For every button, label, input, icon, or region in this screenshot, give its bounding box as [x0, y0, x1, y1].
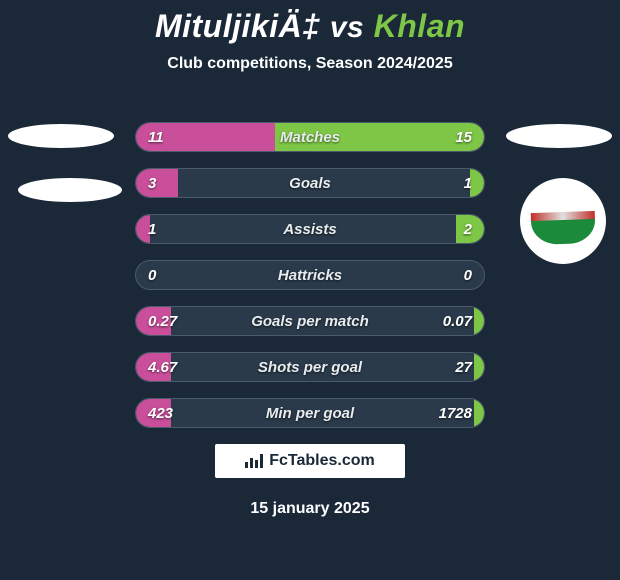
bar-label: Shots per goal — [136, 353, 484, 381]
bar-assists: 1 Assists 2 — [135, 214, 485, 244]
logo-text: FcTables.com — [269, 452, 375, 470]
bar-value-right: 15 — [455, 123, 472, 151]
bar-hattricks: 0 Hattricks 0 — [135, 260, 485, 290]
bar-label: Assists — [136, 215, 484, 243]
source-logo: FcTables.com — [215, 444, 405, 478]
bar-matches: 11 Matches 15 — [135, 122, 485, 152]
bar-goals: 3 Goals 1 — [135, 168, 485, 198]
bar-value-right: 1728 — [439, 399, 472, 427]
bar-value-right: 0 — [464, 261, 472, 289]
player1-ellipse-1 — [8, 124, 114, 148]
bar-value-right: 27 — [455, 353, 472, 381]
bar-value-right: 1 — [464, 169, 472, 197]
bar-value-right: 2 — [464, 215, 472, 243]
bar-value-right: 0.07 — [443, 307, 472, 335]
bar-min-per-goal: 423 Min per goal 1728 — [135, 398, 485, 428]
vs-text: vs — [330, 11, 364, 44]
player2-name: Khlan — [374, 8, 465, 44]
stat-bars: 11 Matches 15 3 Goals 1 1 Assists 2 0 Ha… — [135, 122, 485, 444]
bar-label: Goals — [136, 169, 484, 197]
player2-ellipse — [506, 124, 612, 148]
title: MituljikiÄ‡ vs Khlan — [0, 8, 620, 45]
subtitle: Club competitions, Season 2024/2025 — [0, 55, 620, 73]
bar-label: Hattricks — [136, 261, 484, 289]
player1-ellipse-2 — [18, 178, 122, 202]
bar-label: Min per goal — [136, 399, 484, 427]
bar-goals-per-match: 0.27 Goals per match 0.07 — [135, 306, 485, 336]
player2-club-badge — [520, 178, 606, 264]
club-crest-icon — [530, 197, 596, 245]
date-text: 15 january 2025 — [0, 500, 620, 518]
chart-icon — [245, 454, 263, 468]
comparison-card: MituljikiÄ‡ vs Khlan Club competitions, … — [0, 0, 620, 580]
player1-name: MituljikiÄ‡ — [155, 8, 321, 44]
bar-label: Goals per match — [136, 307, 484, 335]
bar-shots-per-goal: 4.67 Shots per goal 27 — [135, 352, 485, 382]
bar-label: Matches — [136, 123, 484, 151]
